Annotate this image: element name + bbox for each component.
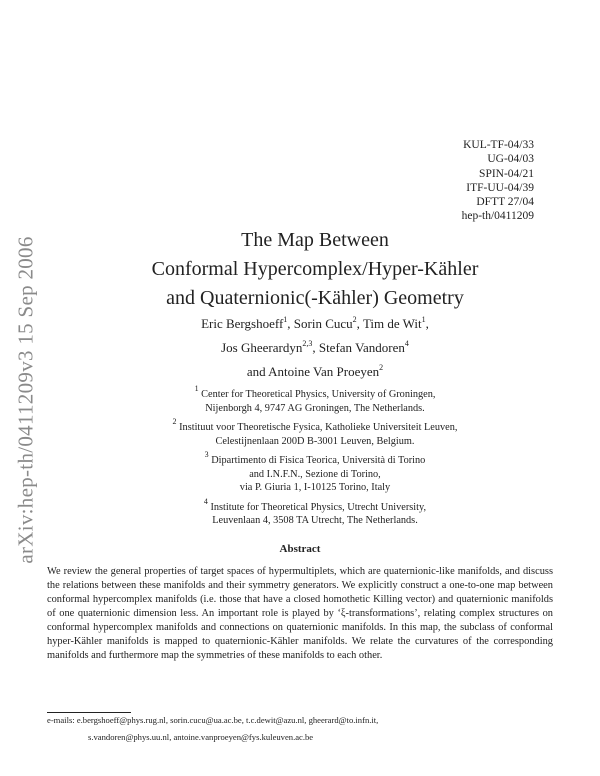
author: and Antoine Van Proeyen (246, 364, 380, 379)
report-numbers: KUL-TF-04/33 UG-04/03 SPIN-04/21 ITF-UU-… (462, 138, 534, 224)
email-line: s.vandoren@phys.uu.nl, antoine.vanproeye… (88, 732, 314, 742)
affiliations: 1 Center for Theoretical Physics, Univer… (0, 385, 600, 534)
affiliation-line: Institute for Theoretical Physics, Utrec… (210, 501, 427, 513)
affiliation-number: 1 (194, 384, 199, 393)
affiliation-line: Celestijnenlaan 200D B-3001 Leuven, Belg… (215, 435, 415, 447)
author: Jos Gheerardyn (221, 340, 303, 355)
author: Stefan Vandoren (318, 340, 405, 355)
affiliation-line: Instituut voor Theoretische Fysica, Kath… (179, 422, 458, 433)
report-number: ITF-UU-04/39 (466, 181, 534, 194)
author-affiliation-mark: 4 (404, 339, 409, 348)
author-affiliation-mark: 2 (379, 363, 384, 372)
report-number: DFTT 27/04 (476, 196, 534, 209)
affiliation: 1 Center for Theoretical Physics, Univer… (0, 385, 600, 415)
email-line: e-mails: e.bergshoeff@phys.rug.nl, sorin… (47, 715, 379, 725)
affiliation-line: and I.N.F.N., Sezione di Torino, (249, 468, 381, 480)
affiliation-number: 4 (203, 496, 208, 506)
author: Sorin Cucu (293, 316, 353, 331)
title-line: Conformal Hypercomplex/Hyper-Kähler (151, 258, 479, 280)
author: Eric Bergshoeff (201, 316, 284, 331)
affiliation-line: Dipartimento di Fisica Teorica, Universi… (211, 455, 426, 466)
title-line: and Quaternionic(-Kähler) Geometry (166, 287, 464, 309)
abstract-text: We review the general properties of targ… (47, 566, 553, 661)
affiliation-line: via P. Giuria 1, I-10125 Torino, Italy (239, 482, 391, 493)
affiliation: 2 Instituut voor Theoretische Fysica, Ka… (0, 418, 600, 448)
affiliation-line: Nijenborgh 4, 9747 AG Groningen, The Net… (205, 402, 425, 414)
affiliation-number: 2 (172, 417, 177, 426)
report-number: KUL-TF-04/33 (463, 139, 534, 151)
footnote-rule (47, 712, 131, 713)
author-affiliation-mark: 2,3 (302, 339, 313, 348)
report-number: SPIN-04/21 (479, 167, 534, 180)
title-line: The Map Between (241, 229, 389, 251)
separator: , (312, 340, 319, 355)
affiliation: 3 Dipartimento di Fisica Teorica, Univer… (0, 451, 600, 495)
report-number: hep-th/0411209 (461, 210, 534, 223)
author-list: Eric Bergshoeff1, Sorin Cucu2, Tim de Wi… (0, 312, 600, 384)
report-number: UG-04/03 (487, 153, 534, 166)
author-affiliation-mark: 1 (283, 315, 288, 324)
affiliation: 4 Institute for Theoretical Physics, Utr… (0, 497, 600, 528)
affiliation-number: 3 (204, 450, 209, 459)
author: Tim de Wit (362, 316, 422, 331)
separator: , (425, 316, 429, 331)
author-affiliation-mark: 2 (352, 315, 357, 324)
email-footnote: e-mails: e.bergshoeff@phys.rug.nl, sorin… (47, 712, 553, 746)
separator: , (356, 316, 363, 331)
author-affiliation-mark: 1 (421, 315, 426, 324)
affiliation-line: Leuvenlaan 4, 3508 TA Utrecht, The Nethe… (212, 515, 418, 526)
paper-title: The Map Between Conformal Hypercomplex/H… (0, 226, 600, 313)
abstract-heading: Abstract (279, 543, 321, 555)
affiliation-line: Center for Theoretical Physics, Universi… (201, 389, 436, 400)
separator: , (287, 316, 294, 331)
